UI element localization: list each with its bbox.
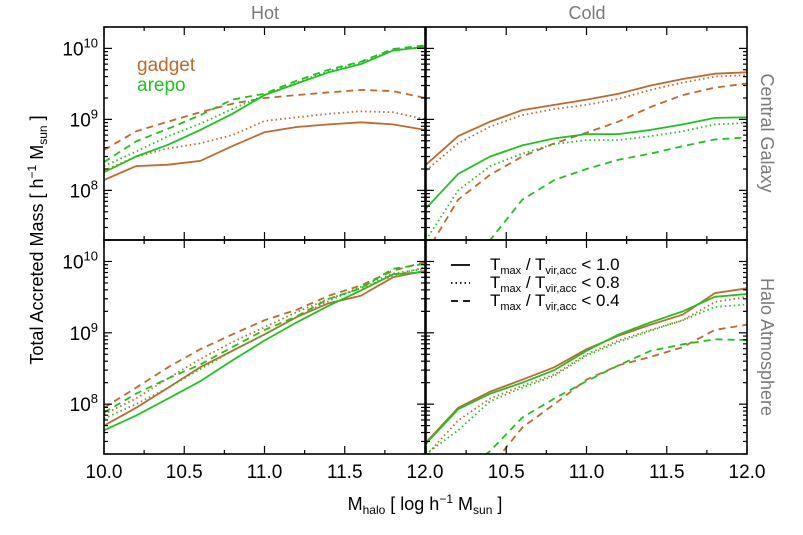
- legend-solid-label: Tmax / Tvir,acc < 1.0: [490, 255, 620, 277]
- panel-hot-central: [104, 44, 425, 181]
- x-tick-label: 10.5: [488, 462, 525, 483]
- series-arepo-dotted: [104, 267, 425, 420]
- series-gadget-dotted: [426, 74, 747, 172]
- series-gadget-dotted: [426, 295, 747, 454]
- legend-styles: Tmax / Tvir,acc < 1.0 Tmax / Tvir,acc < …: [451, 255, 620, 313]
- series-gadget-dashed: [499, 323, 747, 454]
- row-title-central-galaxy: Central Galaxy: [757, 73, 777, 192]
- legend-row-dotted: Tmax / Tvir,acc < 0.8: [451, 273, 620, 295]
- series-arepo-solid: [426, 116, 747, 209]
- y-tick-label: 108: [70, 177, 98, 202]
- y-tick-label: 1010: [62, 248, 98, 273]
- series-gadget-solid: [426, 71, 747, 166]
- x-tick-label: 10.0: [86, 462, 123, 483]
- series-gadget-solid: [104, 121, 425, 181]
- panel-frame: [103, 239, 426, 455]
- series-arepo-solid: [104, 271, 425, 432]
- column-title-hot: Hot: [251, 3, 279, 23]
- x-tick-label: 11.0: [569, 462, 605, 483]
- x-tick-label: 11.5: [649, 462, 685, 483]
- panel-cold-central: [426, 71, 747, 240]
- y-tick-label: 108: [70, 391, 98, 416]
- series-gadget-solid: [426, 287, 747, 444]
- series-arepo-dashed: [104, 262, 425, 414]
- legend-codes: gadget arepo: [137, 55, 196, 96]
- column-title-cold: Cold: [568, 3, 605, 23]
- series-gadget-dotted: [104, 266, 425, 416]
- series-arepo-dashed: [488, 136, 747, 240]
- y-tick-label: 109: [70, 106, 98, 131]
- series-gadget-dashed: [104, 88, 425, 151]
- series-gadget-dotted: [104, 110, 425, 172]
- legend-row-solid: Tmax / Tvir,acc < 1.0: [451, 255, 620, 277]
- series-gadget-solid: [104, 269, 425, 427]
- x-tick-label: 11.0: [247, 462, 283, 483]
- series-arepo-dotted: [426, 122, 747, 240]
- row-title-halo-atmosphere: Halo Atmosphere: [757, 278, 777, 416]
- x-axis-label: Mhalo [ log h−1 Msun ]: [348, 492, 503, 517]
- series-gadget-dashed: [104, 261, 425, 409]
- legend-gadget: gadget: [137, 55, 196, 76]
- y-tick-label: 109: [70, 320, 98, 345]
- legend-dotted-label: Tmax / Tvir,acc < 0.8: [490, 273, 620, 295]
- series-gadget-dashed: [432, 82, 747, 240]
- series-arepo-solid: [426, 293, 747, 445]
- series-arepo-dotted: [426, 303, 747, 454]
- x-tick-label: 12.0: [729, 462, 766, 483]
- x-tick-label: 11.5: [327, 462, 363, 483]
- x-tick-label: 10.5: [166, 462, 203, 483]
- panel-cold-atmosphere: [426, 287, 747, 454]
- y-axis-label: Total Accreted Mass [ h−1 Msun ]: [25, 115, 50, 364]
- legend-dashed-label: Tmax / Tvir,acc < 0.4: [490, 291, 620, 313]
- panel-hot-atmosphere: [104, 261, 425, 432]
- x-tick-label: 12.0: [407, 462, 444, 483]
- legend-row-dashed: Tmax / Tvir,acc < 0.4: [451, 291, 620, 313]
- series-arepo-dashed: [104, 44, 425, 163]
- y-tick-label: 1010: [62, 35, 98, 60]
- series-arepo-dashed: [484, 338, 747, 454]
- legend-arepo: arepo: [137, 75, 186, 96]
